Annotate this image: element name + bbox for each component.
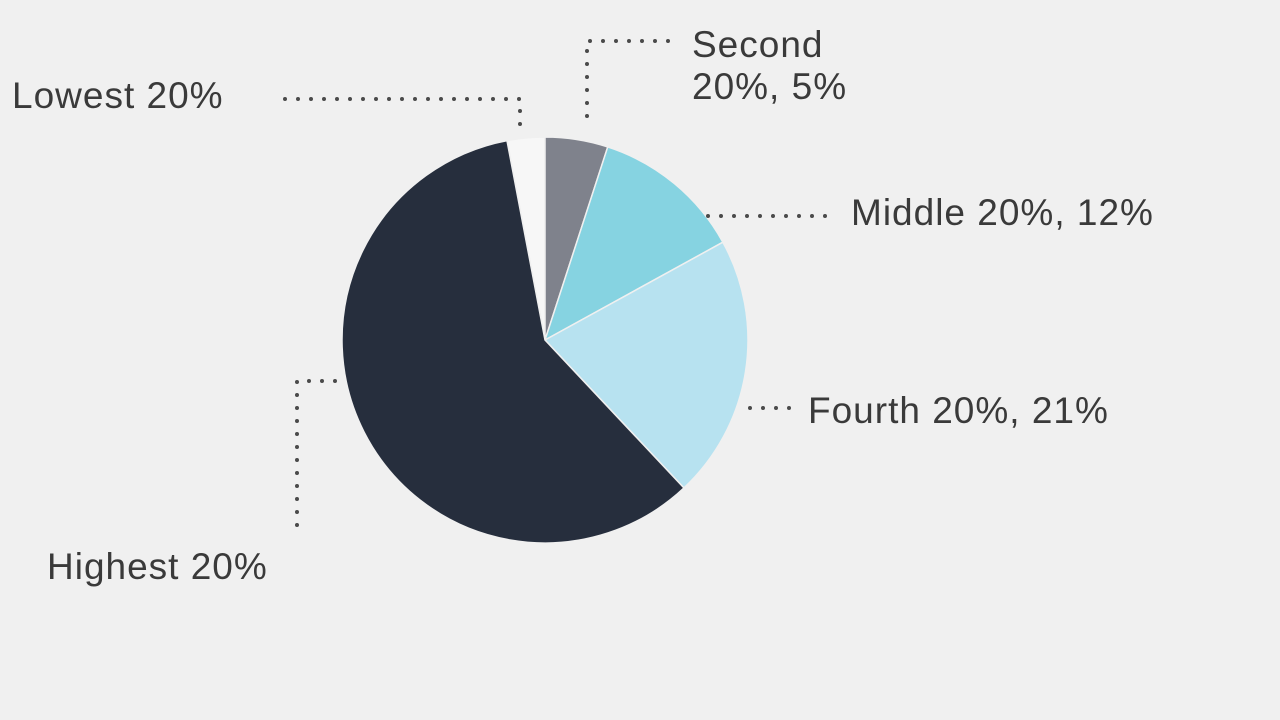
slice-label: Second [692, 24, 824, 65]
pie [341, 136, 749, 544]
slice-label: 20%, 5% [692, 66, 847, 107]
slice-label: Lowest 20% [12, 75, 224, 116]
leader-line [295, 379, 337, 530]
slice-label: Fourth 20%, 21% [808, 390, 1109, 431]
leader-lines [283, 39, 830, 530]
slice-label: Highest 20% [47, 546, 268, 587]
slice-label: Middle 20%, 12% [851, 192, 1154, 233]
pie-slice [543, 145, 724, 342]
pie-slice [543, 241, 749, 490]
pie-slice [341, 139, 686, 544]
leader-line [283, 97, 522, 133]
leader-line [585, 39, 670, 130]
